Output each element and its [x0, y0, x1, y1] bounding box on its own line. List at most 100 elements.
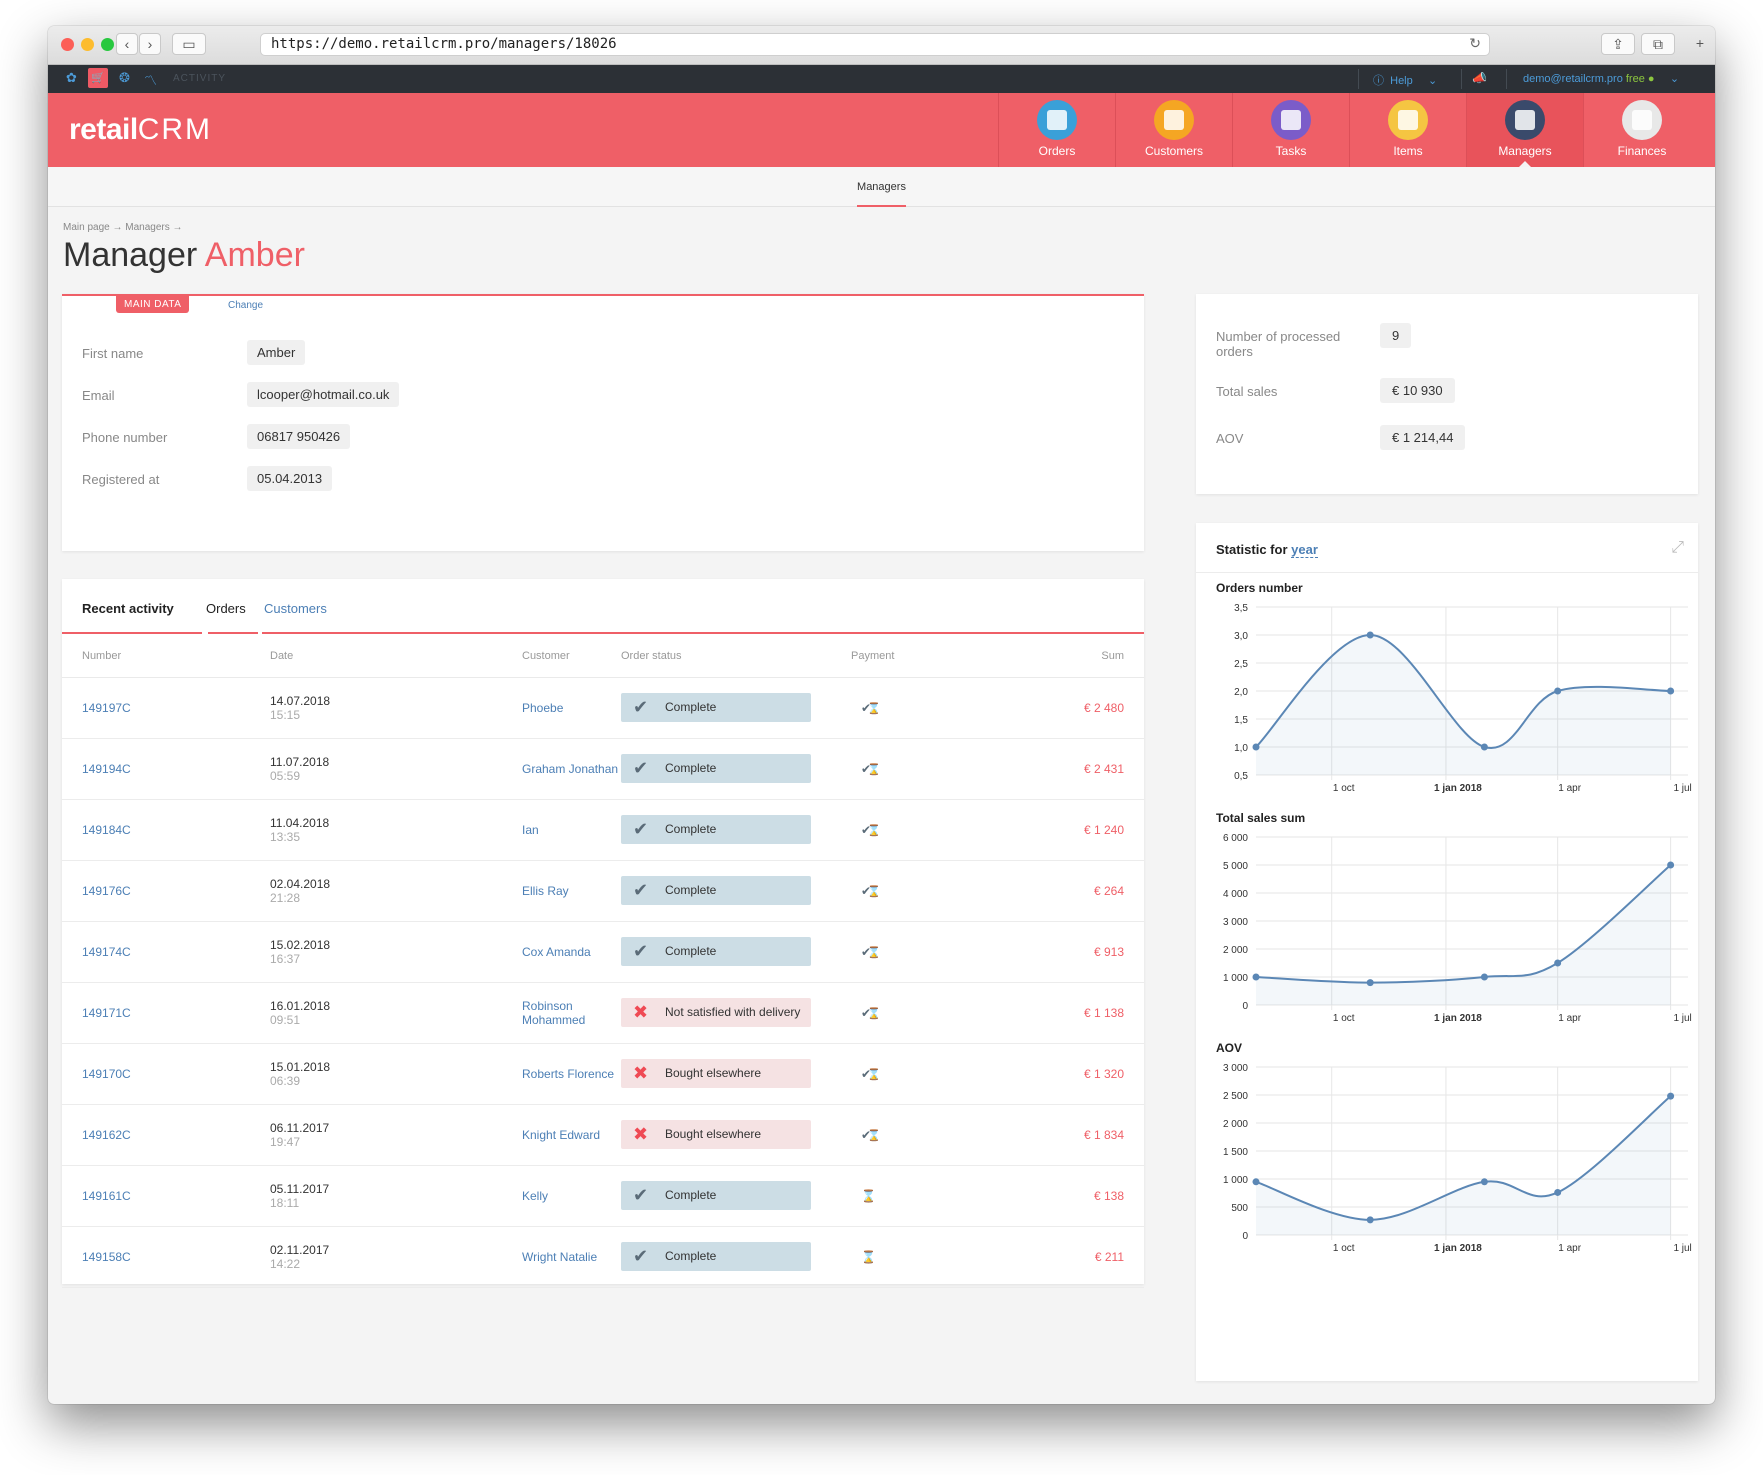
data-point[interactable] — [1554, 687, 1562, 695]
data-point[interactable] — [1366, 631, 1374, 639]
help-menu[interactable]: ⓘ Help ⌄ — [1373, 72, 1437, 88]
customer-icon — [1154, 100, 1194, 140]
order-number-link[interactable]: 149176C — [62, 860, 250, 922]
tabs-button[interactable]: ⧉ — [1641, 33, 1675, 55]
minimize-window-button[interactable] — [81, 38, 94, 51]
customer-link[interactable]: Kelly — [502, 1165, 621, 1227]
table-row: 149171C 16.01.2018 09:51 Robinson Mohammed ✖… — [62, 982, 1144, 1044]
expand-icon[interactable]: ⤢ — [1671, 539, 1684, 556]
col-payment: Payment — [851, 636, 1001, 678]
settings-gear-icon[interactable]: ✿ — [66, 70, 77, 85]
order-sum: € 138 — [1001, 1165, 1144, 1227]
zoom-window-button[interactable] — [101, 38, 114, 51]
share-button[interactable]: ⇪ — [1601, 33, 1635, 55]
forward-button[interactable]: › — [139, 33, 161, 55]
series-area — [1256, 865, 1671, 1005]
data-point[interactable] — [1554, 1188, 1562, 1196]
customer-link[interactable]: Graham Jonathan — [502, 738, 621, 800]
data-point[interactable] — [1667, 1092, 1675, 1100]
page-title-name: Amber — [204, 236, 305, 274]
customer-link[interactable]: Cox Amanda — [502, 921, 621, 983]
nav-item-managers[interactable]: Managers — [1466, 93, 1583, 167]
user-menu[interactable]: demo@retailcrm.pro free ● ⌄ — [1523, 72, 1679, 85]
statistic-title: Statistic for year — [1216, 542, 1318, 558]
order-number-link[interactable]: 149161C — [62, 1165, 250, 1227]
order-number-link[interactable]: 149174C — [62, 921, 250, 983]
data-point[interactable] — [1252, 973, 1260, 981]
order-sum: € 2 480 — [1001, 677, 1144, 739]
reload-icon[interactable]: ↻ — [1469, 36, 1481, 52]
customer-link[interactable]: Phoebe — [502, 677, 621, 739]
customer-link[interactable]: Ellis Ray — [502, 860, 621, 922]
x-tick-label: 1 jul — [1673, 1243, 1691, 1254]
manager-icon — [1505, 100, 1545, 140]
url-text: https://demo.retailcrm.pro/managers/1802… — [271, 36, 617, 52]
tab-change[interactable]: Change — [228, 300, 264, 311]
tab-recent-activity[interactable]: Recent activity — [82, 601, 174, 616]
cross-icon: ✖ — [633, 1063, 649, 1083]
order-date-day: 06.11.2017 — [270, 1120, 330, 1135]
order-number-link[interactable]: 149170C — [62, 1043, 250, 1105]
data-point[interactable] — [1480, 1178, 1488, 1186]
check-icon: ✔ — [633, 941, 649, 961]
nav-item-items[interactable]: Items — [1349, 93, 1466, 167]
check-icon: ✔ — [633, 758, 649, 778]
new-tab-button[interactable]: + — [1688, 33, 1712, 55]
series-area — [1256, 1096, 1671, 1235]
order-number-link[interactable]: 149162C — [62, 1104, 250, 1166]
data-point[interactable] — [1480, 973, 1488, 981]
data-point[interactable] — [1252, 743, 1260, 751]
close-window-button[interactable] — [61, 38, 74, 51]
chart-title: AOV — [1216, 1041, 1243, 1055]
check-icon: ✔ — [633, 697, 649, 717]
back-button[interactable]: ‹ — [116, 33, 138, 55]
order-number-link[interactable]: 149197C — [62, 677, 250, 739]
processed-orders-value: 9 — [1380, 323, 1412, 348]
online-dot-icon: ● — [1647, 73, 1655, 85]
data-point[interactable] — [1667, 687, 1675, 695]
customer-link[interactable]: Roberts Florence — [502, 1043, 621, 1105]
customer-link[interactable]: Wright Natalie — [502, 1226, 621, 1288]
customer-link[interactable]: Knight Edward — [502, 1104, 621, 1166]
orders-cart-icon[interactable]: 🛒 — [88, 68, 108, 88]
tab-main-data[interactable]: MAIN DATA — [116, 296, 190, 313]
partial-payment-icon: ✔⌛ — [861, 1066, 881, 1081]
activity-label[interactable]: ACTIVITY — [173, 73, 227, 84]
order-date: 05.11.2017 18:11 — [250, 1165, 502, 1227]
order-number-link[interactable]: 149194C — [62, 738, 250, 800]
tab-orders[interactable]: Orders — [206, 601, 246, 616]
data-point[interactable] — [1252, 1178, 1260, 1186]
field-row: Phone number 06817 950426 — [82, 424, 582, 450]
subnav-tab-managers[interactable]: Managers — [857, 167, 906, 207]
data-point[interactable] — [1554, 959, 1562, 967]
table-row: 149170C 15.01.2018 06:39 Roberts Florence ✖ B… — [62, 1043, 1144, 1105]
order-number-link[interactable]: 149171C — [62, 982, 250, 1044]
customer-link[interactable]: Robinson Mohammed — [502, 982, 621, 1044]
retailcrm-logo[interactable]: retailCRM — [69, 113, 212, 147]
data-point[interactable] — [1480, 743, 1488, 751]
order-sum: € 1 138 — [1001, 982, 1144, 1044]
data-point[interactable] — [1667, 861, 1675, 869]
order-number-link[interactable]: 149184C — [62, 799, 250, 861]
nav-item-orders[interactable]: Orders — [998, 93, 1115, 167]
integration-icon[interactable]: ❂ — [119, 70, 130, 85]
megaphone-icon[interactable]: 📣 — [1472, 71, 1487, 85]
statistic-period-select[interactable]: year — [1291, 542, 1318, 558]
analytics-icon[interactable]: 〽 — [144, 73, 158, 88]
nav-item-customers[interactable]: Customers — [1115, 93, 1232, 167]
address-bar[interactable]: https://demo.retailcrm.pro/managers/1802… — [260, 33, 1490, 56]
tab-customers[interactable]: Customers — [264, 601, 327, 616]
data-point[interactable] — [1366, 979, 1374, 987]
customer-link[interactable]: Ian — [502, 799, 621, 861]
check-icon: ✔ — [633, 1185, 649, 1205]
breadcrumb[interactable]: Main page → Managers → — [63, 222, 183, 233]
order-date-day: 15.02.2018 — [270, 937, 331, 952]
help-label: Help — [1390, 75, 1413, 87]
order-number-link[interactable]: 149158C — [62, 1226, 250, 1288]
x-tick-label: 1 jan 2018 — [1434, 1243, 1482, 1254]
sidebar-toggle-button[interactable]: ▭ — [172, 33, 206, 55]
data-point[interactable] — [1366, 1216, 1374, 1224]
nav-item-tasks[interactable]: Tasks — [1232, 93, 1349, 167]
total-sales-svg: 0 1 000 2 000 3 000 4 000 5 000 6 000 1 oct 1 ja… — [1223, 833, 1692, 1024]
nav-item-finances[interactable]: Finances — [1583, 93, 1700, 167]
